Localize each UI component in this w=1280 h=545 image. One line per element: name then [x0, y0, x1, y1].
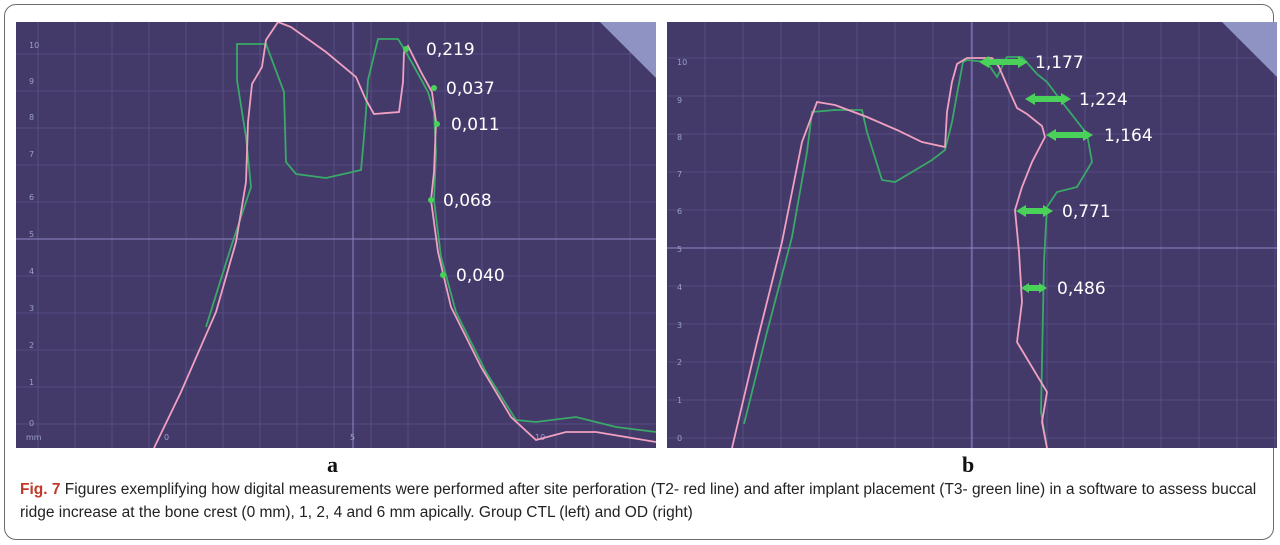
unit-label: mm	[26, 433, 42, 442]
y-tick-label: 3	[29, 304, 34, 313]
panel-label-a: a	[327, 452, 338, 478]
x-tick-label: 5	[350, 433, 355, 442]
y-tick-label: 2	[677, 358, 682, 367]
y-tick-label: 10	[29, 41, 39, 50]
y-tick-label: 4	[29, 267, 34, 276]
measurement-label: 0,037	[446, 79, 495, 99]
y-tick-label: 3	[677, 321, 682, 330]
y-tick-label: 4	[677, 283, 682, 292]
y-tick-label: 6	[29, 193, 34, 202]
y-tick-label: 5	[677, 245, 682, 254]
y-tick-label: 5	[29, 230, 34, 239]
measurement-marker	[440, 272, 446, 278]
measurement-label: 0,486	[1057, 279, 1106, 299]
y-tick-label: 8	[29, 113, 34, 122]
y-tick-label: 7	[677, 170, 682, 179]
y-tick-label: 8	[677, 133, 682, 142]
figure-number: Fig. 7	[20, 481, 60, 498]
measurement-marker	[431, 85, 437, 91]
measurement-marker	[428, 197, 434, 203]
panel-a-svg: 10 9 8 7 6 5 4 3 2 1 0 0 5 10 mm 0,219 0…	[16, 22, 656, 448]
measurement-marker	[434, 121, 440, 127]
figure-caption: Fig. 7 Figures exemplifying how digital …	[20, 478, 1260, 524]
y-tick-label: 0	[29, 419, 34, 428]
panel-a-plot: 10 9 8 7 6 5 4 3 2 1 0 0 5 10 mm 0,219 0…	[16, 22, 656, 448]
y-tick-label: 10	[677, 58, 687, 67]
measurement-label: 0,068	[443, 191, 492, 211]
panel-b-plot: 10 9 8 7 6 5 4 3 2 1 0	[667, 22, 1277, 448]
measurement-label: 0,219	[426, 40, 475, 60]
y-tick-label: 7	[29, 150, 34, 159]
y-tick-label: 1	[677, 396, 682, 405]
panel-b-svg: 10 9 8 7 6 5 4 3 2 1 0	[667, 22, 1277, 448]
measurement-label: 1,164	[1104, 126, 1153, 146]
measurement-label: 0,011	[451, 115, 500, 135]
panel-label-b: b	[962, 452, 974, 478]
measurement-marker	[403, 46, 409, 52]
x-tick-label: 0	[164, 433, 169, 442]
measurement-label: 0,040	[456, 266, 505, 286]
y-tick-label: 9	[29, 77, 34, 86]
y-tick-label: 1	[29, 378, 34, 387]
y-tick-label: 6	[677, 207, 682, 216]
y-tick-label: 2	[29, 341, 34, 350]
y-tick-label: 0	[677, 434, 682, 443]
measurement-label: 1,224	[1079, 90, 1128, 110]
measurement-label: 1,177	[1035, 53, 1084, 73]
measurement-label: 0,771	[1062, 202, 1111, 222]
caption-text: Figures exemplifying how digital measure…	[20, 481, 1256, 521]
y-tick-label: 9	[677, 96, 682, 105]
